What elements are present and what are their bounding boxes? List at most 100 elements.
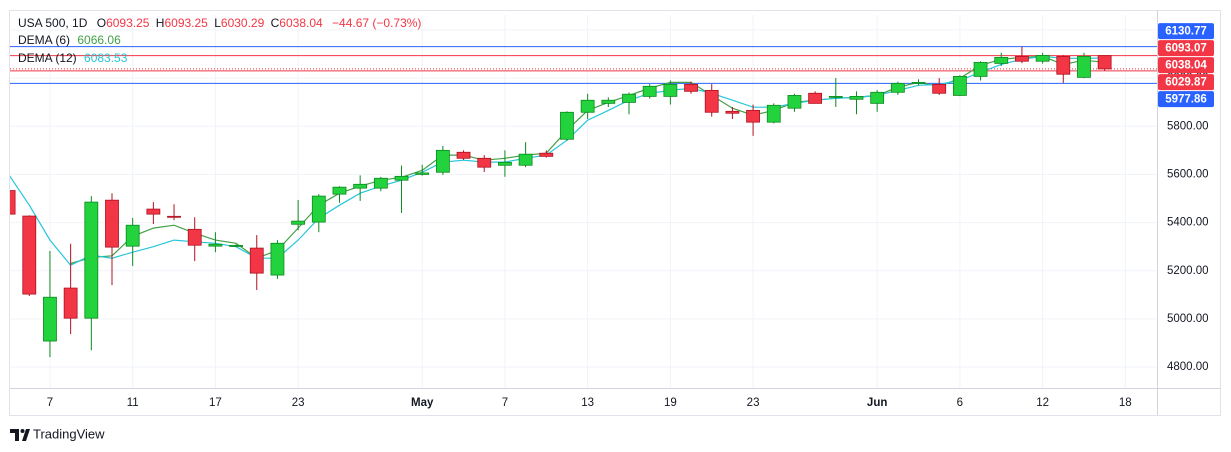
- candle-body: [332, 186, 347, 195]
- price-label: 6029.87: [1165, 77, 1207, 89]
- candle-body: [725, 110, 740, 114]
- x-tick-label: Jun: [867, 397, 887, 409]
- candle-body: [291, 220, 306, 225]
- candle-body: [270, 242, 285, 276]
- price-label: 6038.04: [1165, 60, 1207, 72]
- candle-body: [415, 172, 430, 175]
- low-value: 6030.29: [221, 16, 265, 30]
- price-label-box: [1158, 40, 1214, 57]
- candle-body: [663, 83, 678, 97]
- candle-body: [146, 208, 161, 215]
- candle-body: [973, 62, 988, 77]
- price-label-box: [1158, 23, 1214, 40]
- x-tick-label: 18: [1119, 397, 1132, 409]
- x-tick-label: 12: [1036, 397, 1049, 409]
- legend-entry: DEMA (6) 6066.06: [18, 33, 121, 47]
- ohlc-label: H: [156, 16, 165, 30]
- candle-body: [10, 190, 16, 215]
- candle-body: [84, 201, 99, 319]
- price-label: 6130.77: [1165, 26, 1207, 38]
- open-value: 6093.25: [106, 16, 150, 30]
- candle-body: [1077, 56, 1091, 78]
- candle-body: [808, 92, 823, 104]
- candle-body: [477, 157, 492, 168]
- y-tick-label: 5000.00: [1167, 313, 1209, 325]
- candle-body: [187, 228, 202, 246]
- price-label-box: [1158, 74, 1214, 91]
- y-tick-label: 5400.00: [1167, 217, 1209, 229]
- candle-body: [394, 175, 409, 181]
- candle-body: [456, 151, 471, 159]
- x-tick-label: 23: [747, 397, 760, 409]
- x-tick-label: 23: [292, 397, 305, 409]
- high-value: 6093.25: [164, 16, 208, 30]
- candle-body: [208, 243, 223, 247]
- price-label-box: [1158, 91, 1214, 108]
- footer-text: TradingView: [33, 426, 105, 441]
- close-value: 6038.04: [279, 16, 323, 30]
- ohlc-label: C: [271, 16, 280, 30]
- symbol-title: USA 500, 1D: [18, 16, 88, 30]
- axes: 4800.00 5000.00 5200.00 5400.00 5600.00 5800.…: [47, 23, 1214, 409]
- candle-body: [63, 287, 78, 319]
- candle-body: [1015, 56, 1029, 62]
- x-tick-label: 11: [127, 397, 139, 409]
- candle-body: [560, 111, 574, 140]
- change-value: −44.67 (−0.73%): [332, 16, 421, 30]
- y-tick-label: 5800.00: [1167, 120, 1209, 132]
- candle-body: [167, 215, 181, 218]
- candle-body: [932, 83, 947, 94]
- footer-logo: [10, 429, 30, 441]
- candle-body: [580, 99, 595, 113]
- ohlc-label: O: [97, 16, 106, 30]
- candle-body: [787, 95, 802, 109]
- candle-body: [601, 99, 616, 104]
- candle-body: [373, 177, 388, 189]
- x-tick-label: 13: [581, 397, 594, 409]
- candle-body: [828, 95, 843, 98]
- candle-body: [1097, 55, 1112, 70]
- x-tick-label: 7: [47, 397, 53, 409]
- candle-body: [229, 245, 243, 247]
- plot-area: [10, 46, 1157, 358]
- candle-body: [684, 83, 698, 92]
- candle-body: [952, 76, 967, 96]
- header: USA 500, 1D O6093.25 H6093.25 L6030.29 C…: [18, 16, 421, 30]
- candle-body: [498, 161, 512, 166]
- candle-body: [435, 149, 450, 173]
- y-tick-label: 4800.00: [1167, 361, 1209, 373]
- x-tick-label: 6: [957, 397, 963, 409]
- price-label-box: [1158, 57, 1214, 74]
- ohlc-label: L: [214, 16, 221, 30]
- y-tick-label: 5600.00: [1167, 168, 1209, 180]
- legend-name: DEMA (6): [18, 33, 70, 47]
- price-label: 5977.86: [1165, 94, 1207, 106]
- candle-body: [1035, 55, 1050, 62]
- candle-body: [622, 93, 636, 103]
- candle-body: [125, 224, 140, 247]
- candle-body: [994, 56, 1009, 64]
- candle-body: [539, 152, 554, 157]
- legend-value: 6083.53: [84, 51, 128, 65]
- price-label: 6093.07: [1165, 43, 1207, 55]
- x-tick-label: 17: [209, 397, 222, 409]
- x-tick-label: May: [411, 397, 434, 409]
- candle-body: [311, 195, 326, 223]
- x-tick-label: 19: [664, 397, 677, 409]
- x-tick-label: 7: [502, 397, 508, 409]
- candle-body: [518, 153, 533, 166]
- candle-body: [249, 247, 264, 274]
- candle-body: [642, 85, 657, 97]
- legend-entry: DEMA (12) 6083.53: [18, 51, 128, 65]
- candle-body: [870, 91, 885, 104]
- y-tick-label: 5200.00: [1167, 265, 1209, 277]
- candle-body: [746, 109, 760, 123]
- legend-value: 6066.06: [77, 33, 121, 47]
- candle-body: [1056, 56, 1071, 75]
- candle-body: [43, 296, 57, 342]
- candle-body: [890, 82, 905, 93]
- legend-name: DEMA (12): [18, 51, 77, 65]
- candle-body: [22, 215, 37, 295]
- candle-body: [766, 104, 781, 123]
